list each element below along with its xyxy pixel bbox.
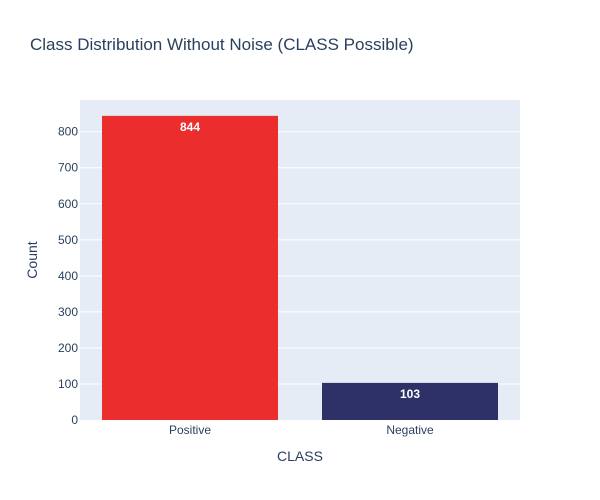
y-tick-label: 100 [58, 377, 78, 391]
y-axis-ticks: 0 100 200 300 400 500 600 700 800 [58, 125, 78, 427]
x-tick-label: Negative [386, 423, 434, 437]
y-tick-label: 400 [58, 269, 78, 283]
y-tick-label: 300 [58, 305, 78, 319]
y-tick-label: 800 [58, 125, 78, 139]
y-tick-label: 700 [58, 161, 78, 175]
bar-negative [322, 382, 498, 420]
y-tick-label: 500 [58, 233, 78, 247]
y-tick-label: 200 [58, 341, 78, 355]
bars: 844 103 [102, 115, 498, 420]
y-tick-label: 600 [58, 197, 78, 211]
x-axis-title: CLASS [277, 448, 323, 464]
bar-value-label: 844 [180, 120, 200, 134]
bar-positive [102, 115, 278, 420]
x-tick-label: Positive [169, 423, 211, 437]
chart-title: Class Distribution Without Noise (CLASS … [30, 35, 414, 54]
y-tick-label: 0 [71, 413, 78, 427]
x-axis-ticks: Positive Negative [169, 423, 434, 437]
bar-value-label: 103 [400, 387, 420, 401]
y-axis-title: Count [24, 241, 40, 278]
